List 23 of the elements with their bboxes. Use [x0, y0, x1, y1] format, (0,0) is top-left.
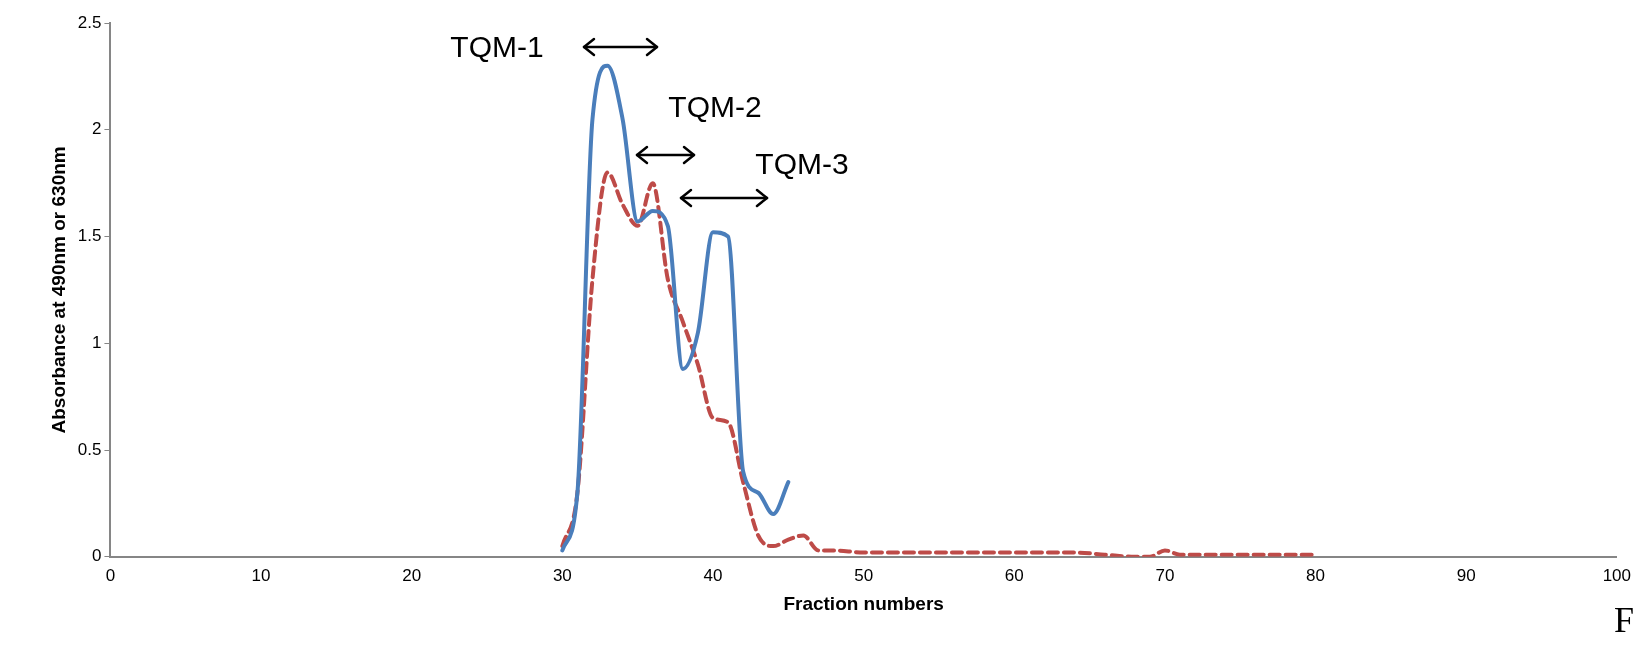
y-tick-label: 2	[91, 119, 102, 139]
y-axis-title: Absorbance at 490nm or 630nm	[47, 146, 69, 434]
x-axis-title: Fraction numbers	[783, 592, 944, 614]
x-tick-label: 40	[703, 565, 723, 585]
annotation: TQM-3	[755, 147, 849, 181]
x-tick-label: 70	[1155, 565, 1175, 585]
x-tick-label: 30	[552, 565, 572, 585]
annotation: TQM-2	[668, 90, 762, 124]
x-tick-label: 20	[402, 565, 422, 585]
x-tick-label: 10	[251, 565, 271, 585]
annotation: TQM-1	[450, 30, 544, 64]
y-tick-label: 0.5	[77, 439, 102, 459]
x-tick-label: 90	[1456, 565, 1476, 585]
y-tick-label: 2.5	[77, 12, 102, 32]
text: F	[1613, 600, 1634, 640]
x-tick-label: 0	[105, 565, 116, 585]
y-tick-label: 1.5	[77, 226, 102, 246]
y-tick-label: 1	[91, 332, 102, 352]
x-tick-label: 60	[1004, 565, 1024, 585]
x-tick-label: 80	[1306, 565, 1325, 585]
y-tick-label: 0	[91, 546, 102, 566]
x-tick-label: 50	[854, 565, 874, 585]
x-tick-label: 100	[1602, 565, 1632, 585]
